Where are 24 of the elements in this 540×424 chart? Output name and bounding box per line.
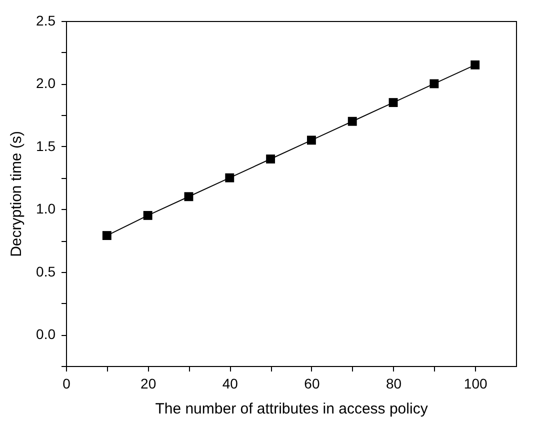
y-tick-label: 0.0 [36, 326, 56, 342]
x-tick-label: 40 [222, 376, 238, 392]
y-tick-label: 0.5 [36, 263, 56, 280]
x-tick-label: 0 [62, 376, 71, 392]
x-axis-title: The number of attributes in access policy [155, 400, 428, 418]
point [266, 154, 276, 164]
y-axis-title: Decryption time (s) [8, 131, 26, 257]
y-tick-label: 2.0 [36, 75, 56, 92]
x-tick-label: 100 [464, 376, 488, 392]
x-tick-label: 20 [140, 376, 156, 392]
y-tick-label: 1.5 [36, 138, 56, 154]
point [430, 79, 439, 88]
point [143, 210, 152, 220]
point [348, 116, 357, 126]
y-tick-label: 1.0 [36, 200, 56, 217]
x-tick-label: 80 [386, 376, 402, 392]
point [470, 60, 480, 70]
point [184, 192, 194, 202]
point [306, 136, 316, 145]
y-tick-label: 2.5 [36, 12, 56, 28]
point [225, 173, 234, 182]
x-tick-label: 60 [304, 376, 320, 392]
point [102, 231, 112, 240]
point [388, 98, 398, 108]
